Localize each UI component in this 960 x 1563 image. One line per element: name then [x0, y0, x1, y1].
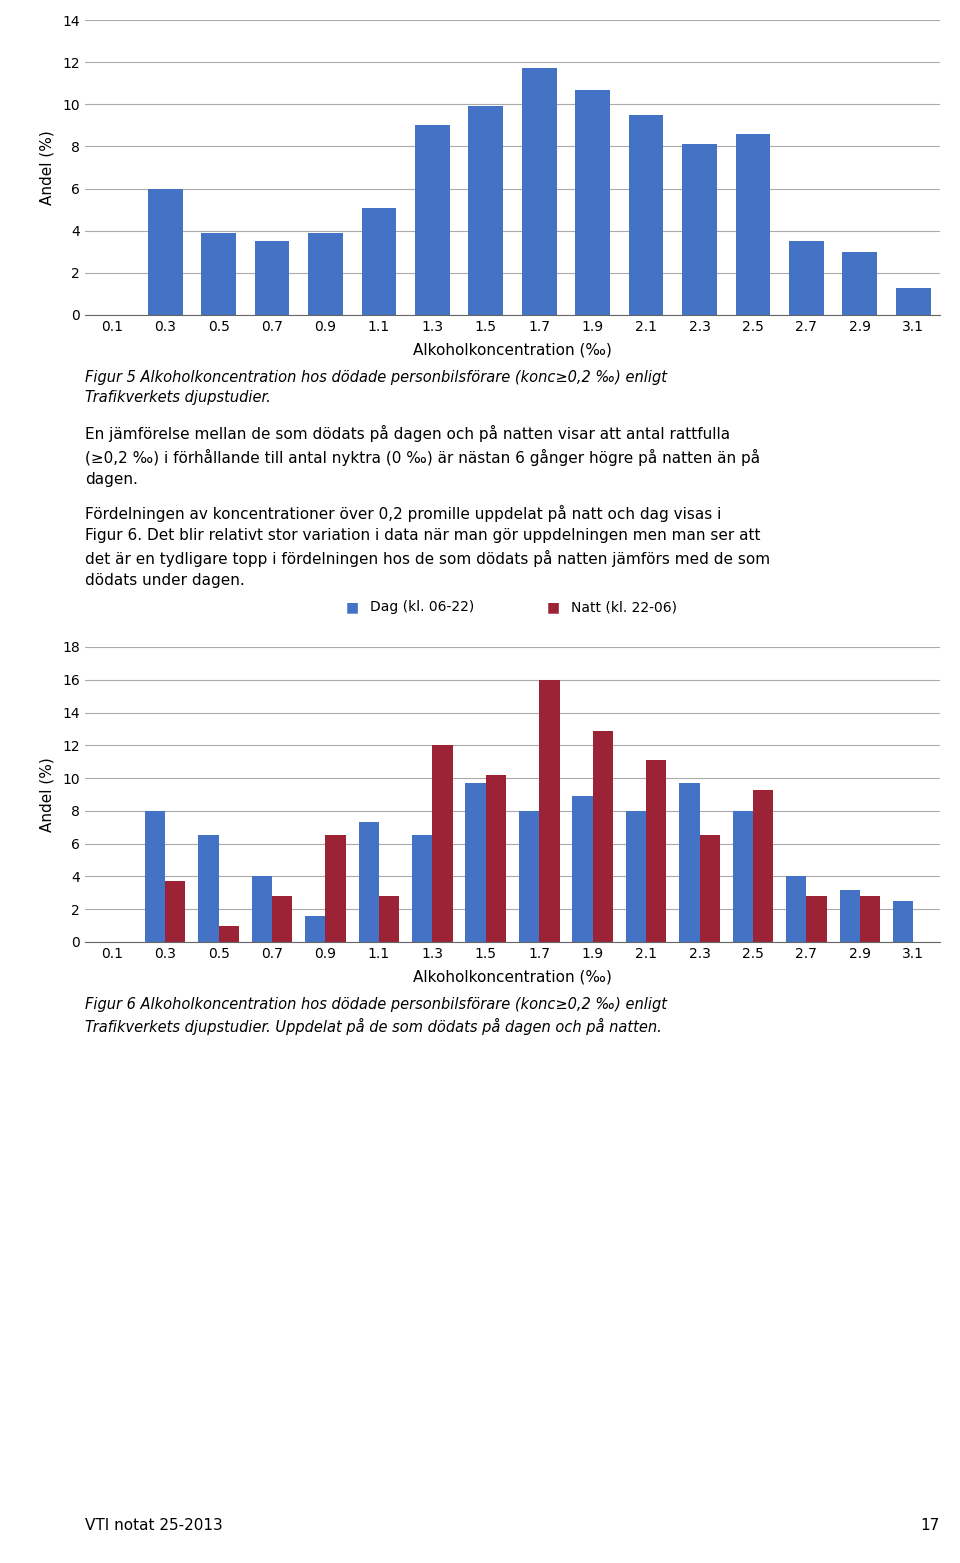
Bar [468, 106, 503, 316]
Bar [860, 896, 880, 942]
Bar [592, 730, 613, 942]
Bar [732, 811, 753, 942]
Bar [308, 233, 343, 316]
Bar [325, 836, 346, 942]
Bar [753, 789, 773, 942]
Bar [486, 775, 506, 942]
Bar [519, 811, 540, 942]
Bar [415, 125, 449, 316]
Text: Natt (kl. 22-06): Natt (kl. 22-06) [571, 600, 677, 614]
Bar [254, 241, 289, 316]
Bar [896, 288, 930, 316]
Bar [305, 916, 325, 942]
Bar [466, 783, 486, 942]
X-axis label: Alkoholkoncentration (‰): Alkoholkoncentration (‰) [413, 342, 612, 358]
Text: ■: ■ [346, 600, 359, 614]
Text: ■: ■ [547, 600, 561, 614]
Y-axis label: Andel (%): Andel (%) [39, 756, 54, 832]
Bar [432, 746, 453, 942]
Bar [272, 896, 293, 942]
Text: Figur 5 Alkoholkoncentration hos dödade personbilsförare (konc≥0,2 ‰) enligt
Tra: Figur 5 Alkoholkoncentration hos dödade … [85, 370, 667, 405]
Bar [735, 134, 770, 316]
Bar [165, 882, 185, 942]
Text: Fördelningen av koncentrationer över 0,2 promille uppdelat på natt och dag visas: Fördelningen av koncentrationer över 0,2… [85, 505, 770, 588]
Bar [359, 822, 379, 942]
Bar [522, 69, 557, 316]
Bar [219, 925, 239, 942]
Bar [202, 233, 236, 316]
Text: 17: 17 [921, 1518, 940, 1533]
Text: En jämförelse mellan de som dödats på dagen och på natten visar att antal rattfu: En jämförelse mellan de som dödats på da… [85, 425, 760, 488]
Bar [379, 896, 399, 942]
Bar [786, 877, 806, 942]
X-axis label: Alkoholkoncentration (‰): Alkoholkoncentration (‰) [413, 969, 612, 985]
Bar [145, 811, 165, 942]
Bar [646, 760, 666, 942]
Bar [575, 89, 610, 316]
Text: Figur 6 Alkoholkoncentration hos dödade personbilsförare (konc≥0,2 ‰) enligt
Tra: Figur 6 Alkoholkoncentration hos dödade … [85, 997, 667, 1035]
Bar [199, 836, 219, 942]
Bar [412, 836, 432, 942]
Bar [893, 900, 913, 942]
Bar [683, 144, 717, 316]
Text: Dag (kl. 06-22): Dag (kl. 06-22) [370, 600, 474, 614]
Text: VTI notat 25-2013: VTI notat 25-2013 [85, 1518, 223, 1533]
Bar [626, 811, 646, 942]
Bar [540, 680, 560, 942]
Bar [840, 889, 860, 942]
Bar [843, 252, 877, 316]
Bar [252, 877, 272, 942]
Y-axis label: Andel (%): Andel (%) [39, 130, 54, 205]
Bar [789, 241, 824, 316]
Bar [806, 896, 827, 942]
Bar [680, 783, 700, 942]
Bar [572, 796, 592, 942]
Bar [148, 189, 182, 316]
Bar [362, 208, 396, 316]
Bar [629, 114, 663, 316]
Bar [700, 836, 720, 942]
